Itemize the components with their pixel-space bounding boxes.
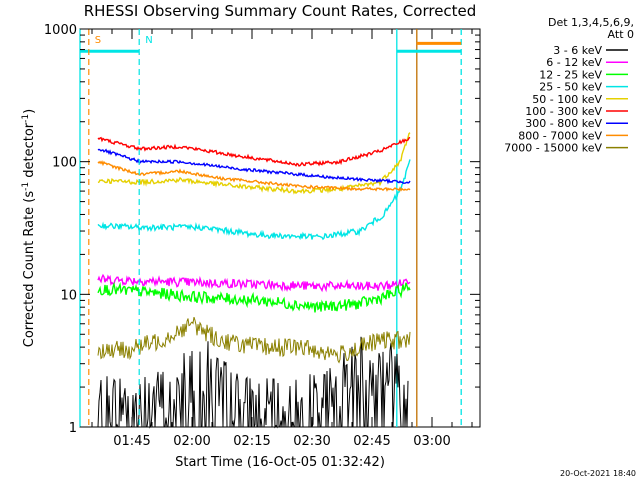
y-tick-label: 1 <box>69 421 77 436</box>
legend-label: 800 - 7000 keV <box>518 129 602 142</box>
y-axis-label-sup: -1 <box>21 182 31 191</box>
series-line-25-50keV <box>97 159 411 241</box>
series-line-50-100keV <box>97 132 411 195</box>
legend-header-line: Att 0 <box>608 28 634 41</box>
y-tick-label: 10 <box>60 288 77 303</box>
y-axis-label-sup: -1 <box>21 114 31 123</box>
legend-label: 3 - 6 keV <box>553 44 602 57</box>
series-line-3-6keV <box>97 336 409 429</box>
y-axis-label: Corrected Count Rate (s-1 detector-1) <box>21 109 37 347</box>
x-tick-label: 02:45 <box>353 434 390 449</box>
x-tick-label: 03:00 <box>413 434 450 449</box>
y-axis-label-part: ) <box>22 109 37 114</box>
generation-timestamp: 20-Oct-2021 18:40 <box>560 469 636 478</box>
legend-label: 12 - 25 keV <box>539 68 602 81</box>
legend-label: 25 - 50 keV <box>539 81 602 94</box>
series-line-100-300keV <box>97 136 411 167</box>
legend-label: 6 - 12 keV <box>546 56 602 69</box>
marker-label-S: S <box>95 35 101 46</box>
x-tick-label: 02:30 <box>293 434 330 449</box>
x-tick-label: 02:15 <box>233 434 270 449</box>
marker-label-N: N <box>145 35 152 46</box>
series-line-12-25keV <box>97 281 411 313</box>
legend-header-line: Det 1,3,4,5,6,9, <box>548 16 634 29</box>
y-tick-label: 100 <box>52 156 77 171</box>
x-axis-label: Start Time (16-Oct-05 01:32:42) <box>175 455 385 470</box>
series-line-6-12keV <box>97 273 411 293</box>
series-line-300-800keV <box>97 148 411 185</box>
legend-label: 50 - 100 keV <box>532 93 602 106</box>
x-tick-label: 02:00 <box>173 434 210 449</box>
series-line-800-7000keV <box>97 160 411 192</box>
legend-label: 100 - 300 keV <box>525 105 602 118</box>
series-line-7000-15000keV <box>97 316 411 364</box>
x-tick-label: 01:45 <box>113 434 150 449</box>
legend-label: 300 - 800 keV <box>525 117 602 130</box>
chart-title: RHESSI Observing Summary Count Rates, Co… <box>84 2 477 20</box>
y-axis-label-part: detector <box>22 122 37 182</box>
y-axis-label-part: Corrected Count Rate (s <box>22 191 37 348</box>
y-tick-label: 1000 <box>44 23 77 38</box>
legend-label: 7000 - 15000 keV <box>504 142 602 155</box>
